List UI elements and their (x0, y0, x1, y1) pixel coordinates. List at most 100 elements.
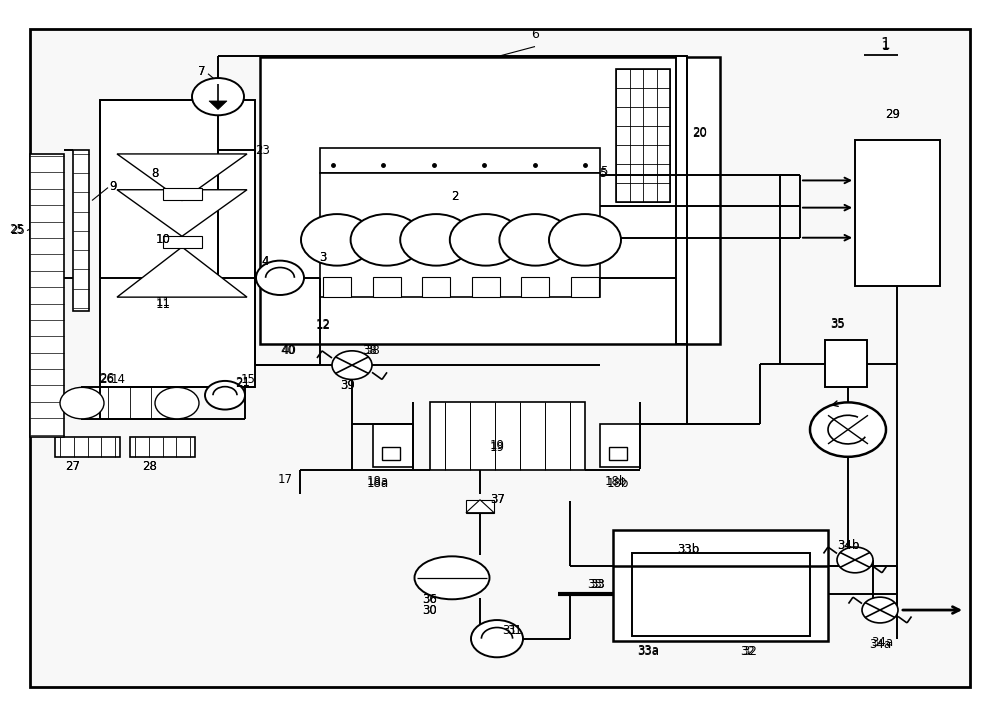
Bar (382, 447, 400, 460)
Text: 23: 23 (256, 144, 270, 157)
Text: 1: 1 (880, 37, 890, 52)
Bar (260, 57, 720, 344)
Circle shape (837, 547, 873, 573)
Text: 29: 29 (886, 108, 900, 121)
Text: 26: 26 (100, 373, 114, 386)
Circle shape (471, 620, 523, 657)
Circle shape (301, 214, 373, 266)
Polygon shape (117, 190, 247, 236)
Circle shape (862, 597, 898, 623)
Text: 33a: 33a (637, 644, 659, 657)
Text: 7: 7 (198, 65, 206, 78)
Text: 8: 8 (151, 167, 159, 180)
Bar (613, 530, 828, 641)
Polygon shape (117, 247, 247, 297)
Bar (73, 150, 89, 311)
Text: 34b: 34b (837, 539, 859, 552)
Bar (373, 277, 401, 297)
Text: 32: 32 (743, 645, 757, 658)
Circle shape (332, 351, 372, 379)
Circle shape (205, 381, 245, 410)
Text: 4: 4 (261, 255, 269, 268)
Text: 21: 21 (236, 376, 250, 389)
Text: 11: 11 (156, 298, 170, 311)
Circle shape (155, 387, 199, 419)
Text: 19: 19 (490, 441, 505, 454)
Text: 5: 5 (600, 165, 608, 178)
Bar (30, 154, 64, 437)
Bar (82, 387, 177, 419)
Text: 33: 33 (588, 579, 602, 591)
Text: 12: 12 (316, 318, 330, 331)
Text: 40: 40 (281, 344, 295, 357)
Bar (55, 437, 120, 457)
Text: 34a: 34a (871, 636, 893, 649)
Text: 33b: 33b (677, 543, 699, 556)
Text: 3: 3 (319, 251, 327, 264)
Text: 15: 15 (241, 373, 255, 386)
Circle shape (400, 214, 472, 266)
Bar (571, 277, 599, 297)
Text: 34a: 34a (869, 638, 891, 651)
Text: 30: 30 (423, 604, 437, 616)
Text: 18a: 18a (367, 475, 389, 488)
Circle shape (499, 214, 571, 266)
Text: 28: 28 (143, 460, 157, 473)
Text: 18b: 18b (605, 475, 627, 488)
Text: 10: 10 (156, 233, 170, 246)
Bar (676, 56, 687, 344)
Text: 9: 9 (109, 180, 117, 193)
Text: 12: 12 (316, 319, 330, 332)
Text: 3: 3 (319, 251, 327, 264)
Text: 7: 7 (198, 65, 206, 78)
Text: 25: 25 (11, 224, 25, 237)
Circle shape (60, 387, 104, 419)
Bar (323, 277, 351, 297)
Text: 18a: 18a (367, 477, 389, 490)
Text: 37: 37 (491, 493, 505, 506)
Text: 38: 38 (363, 344, 377, 357)
Text: 25: 25 (10, 223, 24, 236)
Bar (521, 277, 549, 297)
Text: 36: 36 (423, 593, 437, 606)
Text: 26: 26 (100, 372, 114, 384)
Text: 35: 35 (831, 318, 845, 331)
Text: 21: 21 (236, 377, 250, 390)
Circle shape (351, 214, 423, 266)
Circle shape (450, 214, 522, 266)
Text: 6: 6 (531, 28, 539, 41)
Bar (130, 437, 195, 457)
Circle shape (549, 214, 621, 266)
Circle shape (192, 78, 244, 115)
Text: 10: 10 (156, 233, 170, 246)
Text: 11: 11 (156, 296, 170, 309)
Text: 28: 28 (143, 460, 157, 473)
Text: 19: 19 (490, 439, 505, 452)
Bar (422, 277, 450, 297)
Text: 8: 8 (151, 167, 159, 180)
Text: 1: 1 (881, 40, 889, 53)
Bar (825, 340, 867, 387)
Text: 32: 32 (741, 645, 755, 658)
Text: 29: 29 (886, 108, 900, 121)
Text: 9: 9 (109, 180, 117, 193)
Text: 20: 20 (693, 127, 707, 140)
Text: 39: 39 (341, 379, 355, 392)
Polygon shape (117, 154, 247, 200)
Ellipse shape (415, 556, 490, 599)
Text: 31: 31 (503, 624, 517, 637)
Text: 2: 2 (451, 190, 459, 203)
Text: 30: 30 (423, 604, 437, 616)
Text: 20: 20 (693, 126, 707, 139)
Text: 34b: 34b (837, 539, 859, 552)
Text: 31: 31 (508, 624, 522, 637)
Text: 40: 40 (282, 344, 296, 357)
Text: 2: 2 (451, 190, 459, 203)
Bar (855, 140, 940, 286)
Text: 5: 5 (599, 167, 607, 180)
Circle shape (256, 261, 304, 295)
Text: 17: 17 (278, 473, 292, 486)
Circle shape (810, 402, 886, 457)
Bar (162, 236, 202, 248)
Bar (320, 148, 600, 173)
